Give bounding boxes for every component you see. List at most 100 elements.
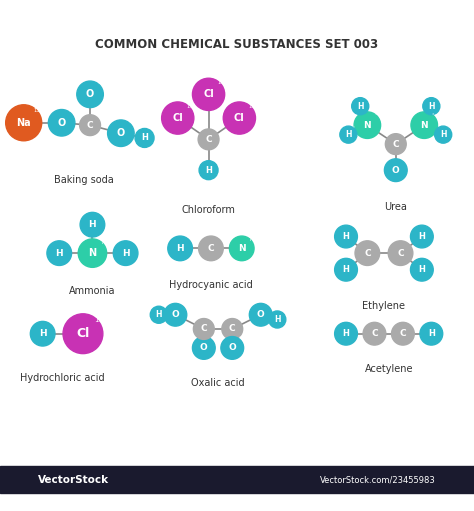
Text: °: ° [69,110,72,115]
Text: O: O [257,310,264,319]
Text: °: ° [214,160,216,165]
Circle shape [221,337,244,359]
Circle shape [162,102,194,134]
Text: °: ° [352,225,355,230]
Text: Oxalic acid: Oxalic acid [191,378,245,388]
Text: C: C [392,140,399,149]
Text: °: ° [99,213,102,218]
Text: °: ° [97,82,100,87]
Text: Cl: Cl [234,113,245,123]
Circle shape [199,160,218,180]
Text: 7: 7 [248,237,252,242]
Text: °: ° [128,121,131,126]
Text: H: H [419,232,425,241]
Text: °: ° [150,128,152,133]
Text: °: ° [238,337,241,342]
Text: °: ° [214,129,217,134]
Text: C: C [87,121,93,130]
Circle shape [229,236,254,261]
Text: °: ° [402,159,404,164]
Text: Ammonia: Ammonia [69,286,116,296]
Text: C: C [201,324,207,334]
Text: °: ° [187,237,190,242]
Text: N: N [420,121,428,130]
Circle shape [435,126,452,143]
Text: °: ° [381,322,383,328]
Text: °: ° [428,259,430,264]
Text: °: ° [365,98,367,102]
Text: Hydrocyanic acid: Hydrocyanic acid [169,280,253,290]
Circle shape [363,322,386,345]
Text: O: O [86,89,94,99]
Circle shape [384,159,407,181]
Circle shape [199,236,223,261]
Circle shape [335,322,357,345]
Circle shape [150,306,167,323]
Text: H: H [89,220,96,229]
Circle shape [249,304,272,326]
Text: 17: 17 [218,80,224,85]
Text: °: ° [182,304,184,309]
Text: O: O [172,310,179,319]
Circle shape [410,225,433,248]
Text: C: C [400,329,406,338]
Text: Ethylene: Ethylene [363,301,405,311]
Text: °: ° [431,113,434,118]
Text: N: N [88,248,97,258]
Circle shape [108,120,134,147]
Text: C: C [229,324,236,334]
Circle shape [269,311,286,328]
Text: H: H [155,310,162,319]
Circle shape [385,134,406,154]
Text: H: H [176,244,184,253]
Text: °: ° [96,114,98,120]
Text: H: H [122,249,129,258]
Circle shape [48,109,75,136]
Text: Hydrochloric acid: Hydrochloric acid [20,373,105,383]
Text: 11: 11 [34,108,40,113]
Text: H: H [345,130,352,139]
Text: 17: 17 [94,317,103,323]
Circle shape [80,115,100,135]
Text: °: ° [238,318,240,323]
Circle shape [63,314,103,354]
Text: C: C [208,244,214,253]
Circle shape [388,241,413,265]
Circle shape [223,102,255,134]
Circle shape [193,318,214,339]
Circle shape [392,322,414,345]
Text: °: ° [407,241,410,246]
Circle shape [30,321,55,346]
Circle shape [192,78,225,110]
Text: H: H [428,102,435,111]
Text: °: ° [374,113,377,118]
Circle shape [47,241,72,265]
Text: N: N [238,244,246,253]
Text: Chloroform: Chloroform [182,205,236,215]
Circle shape [78,239,107,267]
Text: O: O [392,166,400,175]
Text: Na: Na [17,118,31,128]
Text: °: ° [66,241,69,246]
Text: Cl: Cl [173,113,183,123]
Circle shape [410,259,433,281]
FancyBboxPatch shape [0,467,474,493]
Circle shape [423,98,440,115]
Circle shape [198,129,219,150]
Text: Cl: Cl [203,89,214,99]
Text: COMMON CHEMICAL SUBSTANCES SET 003: COMMON CHEMICAL SUBSTANCES SET 003 [95,38,379,51]
Text: O: O [228,343,236,353]
Text: C: C [364,249,371,258]
Circle shape [352,98,369,115]
Text: O: O [117,128,125,138]
Text: °: ° [374,241,377,246]
Text: H: H [55,249,63,258]
Text: Cl: Cl [76,327,90,340]
Circle shape [420,322,443,345]
Text: °: ° [353,126,355,130]
Text: H: H [343,265,349,274]
Text: °: ° [282,311,284,315]
Text: °: ° [438,322,440,328]
Text: °: ° [352,259,355,264]
Text: O: O [57,118,66,128]
